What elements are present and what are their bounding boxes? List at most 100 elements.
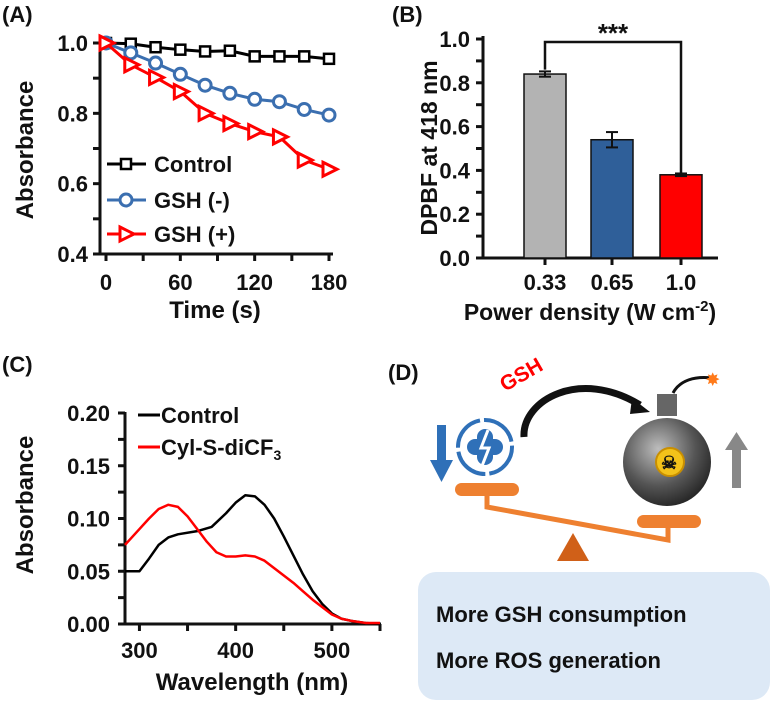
y-tick-label: 0.2 (439, 202, 470, 227)
y-tick-label: 0.0 (439, 246, 470, 271)
capsule-icon (456, 418, 514, 476)
data-point (197, 77, 213, 93)
data-point (247, 122, 267, 142)
x-tick-label: 300 (121, 638, 158, 663)
data-point (118, 192, 134, 208)
bar (590, 138, 634, 259)
legend-label: Control (154, 152, 232, 177)
bomb-icon: ✸ ☠ (623, 372, 720, 506)
data-point (123, 55, 143, 75)
balance-beam (484, 495, 671, 543)
data-point (148, 55, 164, 71)
y-tick-label: 0.10 (67, 507, 110, 532)
x-tick-label: 500 (314, 638, 351, 663)
data-point (118, 224, 138, 244)
data-point (222, 114, 242, 133)
chart-a: 0.4 0.6 0.8 1.0 0 60 120 180 Time (s) Absorbance C… (12, 31, 347, 324)
data-point (149, 40, 162, 54)
data-point (321, 159, 341, 179)
legend-label: Control (161, 403, 239, 428)
spark-icon: ✸ (705, 372, 720, 389)
x-tick-label: 0.65 (591, 270, 634, 295)
arrow-head-icon (630, 398, 650, 414)
panel-label-b: (B) (392, 2, 423, 27)
series-line-1 (105, 41, 330, 117)
up-arrow-icon (732, 446, 741, 488)
y-tick-label: 0.6 (57, 172, 88, 197)
x-axis-label: Power density (W cm-2) (464, 298, 716, 325)
data-point (296, 101, 312, 117)
series-line-0 (125, 494, 381, 626)
x-tick-label: 120 (236, 270, 273, 295)
diagram-d: GSH ✸ ☠ (430, 354, 748, 561)
data-point (197, 103, 217, 123)
data-point (123, 45, 139, 61)
x-tick-label: 0 (100, 270, 112, 295)
y-tick-label: 0.8 (57, 101, 88, 126)
y-tick-label: 0.05 (67, 559, 110, 584)
data-point (247, 91, 263, 107)
y-tick-label: 0.15 (67, 454, 110, 479)
y-axis-label: DPBF at 418 nm (416, 60, 442, 235)
panel-label-a: (A) (2, 2, 33, 27)
series-line-1 (124, 503, 380, 625)
x-tick-label: 0.33 (524, 270, 567, 295)
y-tick-label: 0.8 (439, 71, 470, 96)
chart-b: 0.0 0.2 0.4 0.6 0.8 1.0 0.33 0.65 1.0 *** Power de… (416, 18, 718, 325)
y-tick-label: 0.4 (57, 242, 88, 267)
y-tick-label: 0.6 (439, 115, 470, 140)
panel-label-c: (C) (2, 352, 33, 377)
fulcrum-icon (557, 533, 589, 561)
bar (523, 73, 567, 259)
y-tick-label: 0.00 (67, 612, 110, 637)
series-line-2 (105, 41, 330, 171)
data-point (321, 107, 337, 123)
x-axis-label: Time (s) (169, 297, 261, 324)
legend-label: Cyl-S-diCF3 (161, 435, 281, 463)
data-point (248, 50, 261, 63)
bar (659, 174, 703, 259)
data-point (296, 150, 316, 170)
skull-icon: ☠ (661, 453, 677, 473)
legend-label: GSH (-) (154, 188, 230, 213)
gsh-label: GSH (496, 354, 547, 397)
data-point (148, 68, 167, 87)
data-point (273, 50, 286, 63)
x-axis-label: Wavelength (nm) (156, 669, 348, 696)
data-point (119, 157, 133, 171)
data-point (271, 94, 287, 110)
up-arrow-head (725, 432, 748, 450)
legend-label: GSH (+) (154, 222, 235, 247)
y-tick-label: 1.0 (57, 31, 88, 56)
panel-label-d: (D) (388, 360, 419, 385)
x-tick-label: 180 (311, 270, 348, 295)
summary-box: More GSH consumption More ROS generation (418, 572, 770, 700)
data-point (223, 44, 237, 57)
data-point (222, 85, 238, 101)
data-point (174, 43, 187, 56)
x-tick-label: 1.0 (666, 270, 697, 295)
series-line-0 (105, 41, 330, 61)
y-axis-label: Absorbance (12, 81, 39, 220)
significance-bracket (543, 40, 683, 173)
right-pan (637, 515, 701, 528)
y-tick-label: 0.20 (67, 401, 110, 426)
summary-line-2: More ROS generation (436, 648, 661, 673)
significance-label: *** (598, 18, 629, 48)
down-arrow-head (430, 460, 453, 482)
data-point (198, 45, 212, 58)
x-tick-label: 60 (168, 270, 192, 295)
data-point (322, 52, 336, 66)
y-axis-label: Absorbance (12, 436, 39, 575)
data-point (297, 50, 311, 63)
left-pan (455, 483, 519, 496)
x-tick-label: 400 (217, 638, 254, 663)
y-tick-label: 0.4 (439, 158, 470, 183)
data-point (98, 33, 118, 53)
data-point (172, 66, 188, 82)
y-tick-label: 1.0 (439, 27, 470, 52)
data-point (271, 127, 291, 147)
curved-arrow (520, 385, 642, 438)
